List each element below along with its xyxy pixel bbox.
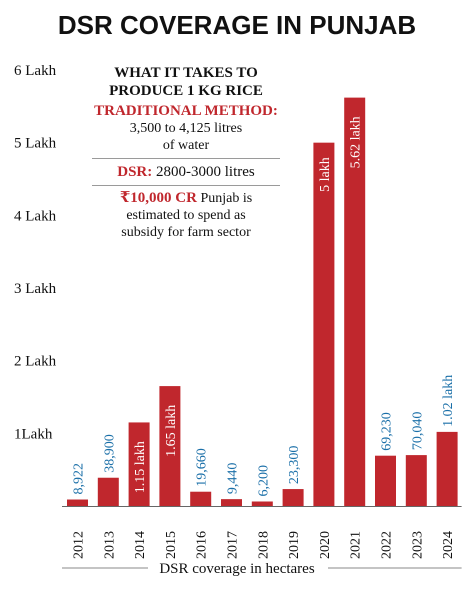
bar-value-label: 5 lakh: [318, 157, 333, 192]
info-heading: WHAT IT TAKES TO PRODUCE 1 KG RICE: [84, 64, 288, 100]
y-tick-label: 6 Lakh: [14, 63, 57, 79]
info-heading-line1: WHAT IT TAKES TO: [114, 65, 258, 81]
y-tick-label: 5 Lakh: [14, 136, 57, 152]
bar: [67, 499, 88, 506]
bar: [344, 97, 366, 506]
x-tick-label: 2019: [287, 531, 302, 559]
x-tick-label: 2020: [318, 531, 333, 559]
bar: [251, 501, 273, 506]
y-tick-label: 1Lakh: [14, 426, 53, 442]
y-tick-label: 2 Lakh: [14, 354, 57, 370]
subsidy-amount: ₹10,000 CR: [119, 190, 197, 206]
bars: [67, 97, 458, 506]
bar: [190, 491, 212, 506]
x-tick-label: 2022: [380, 531, 395, 559]
subsidy-line2: estimated to spend as: [126, 208, 246, 223]
bar-value-label: 23,300: [287, 446, 302, 485]
y-tick-label: 3 Lakh: [14, 281, 57, 297]
subsidy-text: ₹10,000 CR Punjab is estimated to spend …: [84, 190, 288, 241]
x-tick-label: 2015: [164, 531, 179, 559]
x-tick-label: 2013: [102, 531, 117, 559]
bar: [405, 455, 427, 506]
bar: [221, 499, 242, 506]
bar-value-label: 69,230: [380, 412, 395, 451]
bar: [282, 489, 304, 506]
dsr-water-line: DSR: 2800-3000 litres: [84, 163, 288, 181]
x-tick-label: 2014: [133, 531, 148, 559]
x-tick-label: 2017: [226, 531, 241, 559]
x-axis: 2012 2013 2014 2015 2016 2017 2018 2019 2020 2021…: [72, 531, 457, 559]
x-tick-label: 2018: [256, 531, 271, 559]
bar: [436, 431, 458, 506]
x-axis-label: DSR coverage in hectares: [159, 561, 315, 577]
subsidy-line1: Punjab is: [196, 191, 253, 206]
info-heading-line2: PRODUCE 1 KG RICE: [109, 83, 263, 99]
traditional-method-line2: of water: [162, 138, 210, 153]
bar-value-label: 5.62 lakh: [349, 116, 364, 168]
dsr-value: 2800-3000 litres: [152, 164, 255, 180]
bar-value-label: 1.65 lakh: [164, 405, 179, 457]
bar: [375, 455, 396, 506]
bar-value-label: 9,440: [226, 463, 241, 495]
subsidy-line3: subsidy for farm sector: [121, 225, 251, 240]
chart-title: DSR COVERAGE IN PUNJAB: [58, 10, 416, 40]
bar-value-label: 70,040: [410, 412, 425, 451]
info-divider: [92, 158, 280, 159]
bar-value-label: 8,922: [72, 463, 87, 495]
bar: [313, 142, 335, 506]
x-tick-label: 2021: [349, 531, 364, 559]
y-axis: 1Lakh 2 Lakh 3 Lakh 4 Lakh 5 Lakh 6 Lakh: [14, 63, 57, 442]
x-tick-label: 2023: [410, 531, 425, 559]
bar-value-label: 6,200: [256, 465, 271, 497]
bar-value-label: 38,900: [102, 434, 117, 473]
x-tick-label: 2024: [441, 531, 456, 559]
bar-value-label: 1.15 lakh: [133, 441, 148, 493]
bar-value-label: 19,660: [195, 448, 210, 487]
info-divider-2: [92, 185, 280, 186]
dsr-label: DSR:: [117, 164, 153, 180]
y-tick-label: 4 Lakh: [14, 208, 57, 224]
bar-value-labels: 8,922 38,900 1.15 lakh 1.65 lakh 19,660 9,440…: [72, 116, 457, 496]
bar: [128, 422, 150, 506]
info-box: WHAT IT TAKES TO PRODUCE 1 KG RICE TRADI…: [84, 62, 288, 247]
bar: [159, 386, 181, 506]
bar: [97, 477, 119, 506]
bar-value-label: 1.02 lakh: [441, 375, 456, 427]
traditional-method-label: TRADITIONAL METHOD:: [94, 103, 278, 119]
x-tick-label: 2016: [195, 531, 210, 559]
x-tick-label: 2012: [72, 531, 87, 559]
traditional-method-line1: 3,500 to 4,125 litres: [129, 121, 243, 136]
